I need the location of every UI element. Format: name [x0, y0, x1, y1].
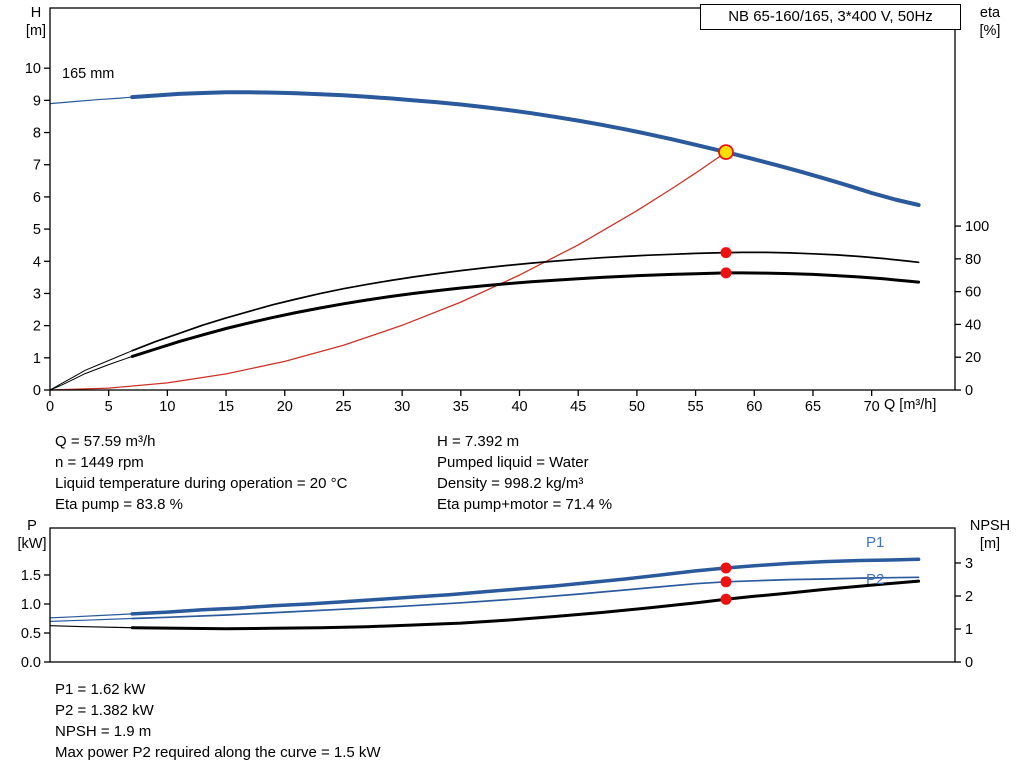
- y-left-tick-label: 0.5: [21, 626, 41, 642]
- h-axis-title-line1: H: [30, 5, 42, 21]
- x-tick-label: 20: [277, 399, 293, 415]
- duty-point-p2: [720, 576, 732, 588]
- h-axis-title: H [m]: [14, 4, 58, 40]
- result-p2: P2 = 1.382 kW: [55, 702, 154, 719]
- x-tick-label: 45: [570, 399, 586, 415]
- y-right-tick-label: 0: [965, 655, 973, 671]
- duty-point-npsh: [720, 593, 732, 605]
- eta-axis-title-line1: eta: [979, 5, 1001, 21]
- eta-pump-motor-curve: [49, 355, 133, 391]
- result-npsh: NPSH = 1.9 m: [55, 723, 152, 740]
- x-tick-label: 0: [46, 399, 54, 415]
- result-p1: P1 = 1.62 kW: [55, 681, 146, 698]
- p-axis-title: P [kW]: [8, 517, 56, 553]
- x-tick-label: 70: [864, 399, 880, 415]
- p-axis-title-line1: P: [27, 518, 37, 534]
- p1-curve: [49, 613, 133, 619]
- y-left-tick-label: 0: [33, 383, 41, 399]
- pump-model-label: NB 65-160/165, 3*400 V, 50Hz: [728, 8, 933, 25]
- system-curve: [49, 151, 727, 391]
- duty-point-p1: [720, 562, 732, 574]
- eta-pump-motor-curve: [130, 271, 921, 358]
- y-left-tick-label: 1: [33, 351, 41, 367]
- head-curve-165mm: [49, 96, 133, 105]
- x-tick-label: 35: [453, 399, 469, 415]
- y-left-tick-label: 6: [33, 190, 41, 206]
- npsh-curve: [130, 579, 921, 631]
- power-npsh-chart-svg: 0.0 0.5 1.0 1.5 0 1 2 3: [21, 527, 973, 671]
- y-left-tick-label: 5: [33, 222, 41, 238]
- x-tick-label: 40: [511, 399, 527, 415]
- plot-frame: [49, 527, 956, 663]
- result-eta-pump: Eta pump = 83.8 %: [55, 496, 183, 513]
- duty-point-eta-pump: [720, 247, 732, 259]
- x-tick-label: 65: [805, 399, 821, 415]
- duty-results-right: H = 7.392 m Pumped liquid = Water Densit…: [437, 431, 612, 515]
- npsh-axis-title-line1: NPSH: [969, 518, 1011, 534]
- y-left-tick-label: 10: [25, 61, 41, 77]
- y-right-tick-label: 40: [965, 317, 981, 333]
- plot-frame: [49, 7, 956, 391]
- qh-chart: 0 1 2 3 4 5 6 7 8 9 10 0 20 40 60 80 100 0 5 10 15 20 25 30 35 40…: [25, 7, 989, 415]
- x-tick-label: 60: [746, 399, 762, 415]
- p1-curve: [130, 557, 921, 616]
- y-left-tick-label: 2: [33, 319, 41, 335]
- result-flow: Q = 57.59 m³/h: [55, 433, 156, 450]
- y-left-tick-label: 8: [33, 126, 41, 142]
- head-curve-165mm: [130, 90, 921, 207]
- q-axis-title: Q [m³/h]: [884, 397, 937, 413]
- y-right-tick-label: 80: [965, 252, 981, 268]
- x-tick-label: 30: [394, 399, 410, 415]
- y-right-tick-label: 2: [965, 589, 973, 605]
- pump-model-box: NB 65-160/165, 3*400 V, 50Hz: [700, 4, 961, 30]
- x-tick-label: 15: [218, 399, 234, 415]
- y-right-tick-label: 3: [965, 556, 973, 572]
- p2-curve-label: P2: [866, 571, 885, 588]
- power-npsh-chart: 0.0 0.5 1.0 1.5 0 1 2 3: [0, 505, 1024, 680]
- y-right-tick-label: 1: [965, 622, 973, 638]
- x-tick-label: 50: [629, 399, 645, 415]
- result-eta-pump-motor: Eta pump+motor = 71.4 %: [437, 496, 613, 513]
- eta-axis-title-line2: [%]: [979, 23, 1001, 39]
- y-left-tick-label: 3: [33, 286, 41, 302]
- x-tick-label: 25: [335, 399, 351, 415]
- x-tick-label: 5: [105, 399, 113, 415]
- power-results: P1 = 1.62 kW P2 = 1.382 kW NPSH = 1.9 m …: [55, 679, 381, 763]
- p-axis-title-line2: [kW]: [17, 536, 47, 552]
- y-left-tick-label: 4: [33, 254, 41, 270]
- y-left-tick-label: 9: [33, 93, 41, 109]
- duty-results-left: Q = 57.59 m³/h n = 1449 rpm Liquid tempe…: [55, 431, 347, 515]
- h-axis-title-line2: [m]: [25, 23, 47, 39]
- p1-curve-label: P1: [866, 534, 885, 551]
- result-pumped-liquid: Pumped liquid = Water: [437, 454, 589, 471]
- y-left-tick-label: 0.0: [21, 655, 41, 671]
- y-right-tick-label: 20: [965, 350, 981, 366]
- y-right-tick-label: 100: [965, 219, 989, 235]
- y-left-tick-label: 1.5: [21, 568, 41, 584]
- npsh-axis-title-line2: [m]: [979, 536, 1001, 552]
- x-tick-label: 55: [688, 399, 704, 415]
- npsh-axis-title: NPSH [m]: [960, 517, 1020, 553]
- eta-pump-curve: [49, 350, 133, 391]
- y-left-tick-label: 1.0: [21, 597, 41, 613]
- result-density: Density = 998.2 kg/m³: [437, 475, 584, 492]
- duty-point-eta-pump-motor: [720, 267, 732, 279]
- eta-pump-curve: [131, 251, 920, 352]
- impeller-size-label: 165 mm: [62, 66, 115, 82]
- result-head: H = 7.392 m: [437, 433, 520, 450]
- result-max-p2: Max power P2 required along the curve = …: [55, 744, 381, 761]
- y-right-tick-label: 60: [965, 285, 981, 301]
- eta-axis-title: eta [%]: [964, 4, 1016, 40]
- p2-curve: [131, 576, 920, 620]
- npsh-curve: [49, 625, 133, 629]
- result-liquid-temperature: Liquid temperature during operation = 20…: [55, 475, 348, 492]
- result-speed: n = 1449 rpm: [55, 454, 144, 471]
- p2-curve: [49, 617, 133, 623]
- y-left-tick-label: 7: [33, 158, 41, 174]
- y-right-tick-label: 0: [965, 383, 973, 399]
- duty-point-head: [718, 144, 734, 161]
- x-tick-label: 10: [159, 399, 175, 415]
